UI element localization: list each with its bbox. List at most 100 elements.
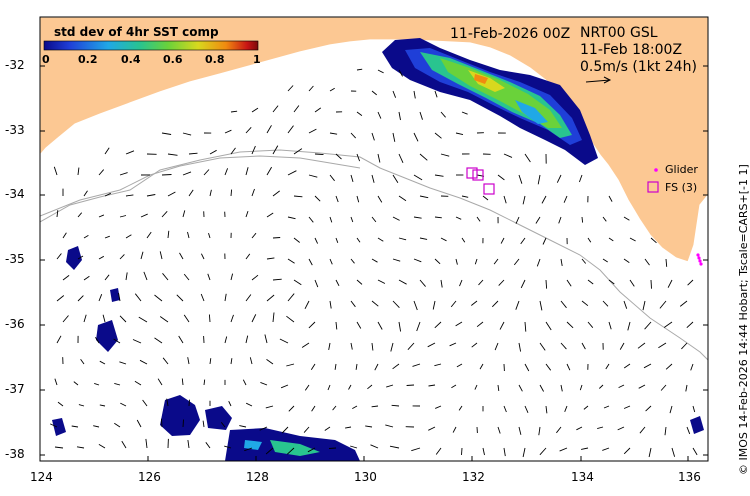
- current-vector: [230, 273, 234, 281]
- current-vector: [50, 423, 58, 428]
- current-vector: [245, 210, 249, 218]
- current-vector: [398, 321, 402, 332]
- current-vector: [370, 444, 379, 449]
- current-vector: [392, 90, 397, 98]
- current-vector: [598, 384, 604, 389]
- current-vector: [392, 216, 400, 221]
- current-vector: [503, 405, 507, 413]
- current-vector: [643, 363, 652, 369]
- current-vector: [623, 258, 630, 263]
- current-vector: [293, 105, 300, 113]
- fs-marker: [472, 169, 484, 181]
- current-vector: [179, 252, 184, 260]
- glider-legend-label: Glider: [665, 163, 698, 176]
- current-vector: [535, 216, 541, 224]
- current-vector: [99, 404, 106, 407]
- current-vector: [515, 300, 520, 310]
- current-vector: [428, 384, 436, 387]
- current-vector: [618, 384, 625, 389]
- current-vector: [167, 230, 170, 239]
- current-vector: [623, 300, 628, 309]
- current-vector: [660, 384, 667, 391]
- current-vector: [94, 382, 100, 386]
- current-vector: [356, 68, 363, 71]
- current-vector: [119, 215, 127, 218]
- current-vector: [560, 384, 563, 392]
- current-vector: [154, 337, 163, 344]
- current-vector: [576, 426, 583, 431]
- current-vector: [623, 447, 631, 455]
- current-vector: [623, 363, 631, 369]
- current-vector: [181, 378, 184, 386]
- current-vector: [125, 234, 132, 239]
- current-vector: [371, 90, 377, 96]
- current-vector: [432, 300, 436, 310]
- current-vector: [371, 342, 374, 351]
- current-vector: [679, 300, 688, 307]
- current-vector: [120, 402, 127, 407]
- current-vector: [602, 300, 609, 307]
- x-tick-label: 124: [30, 470, 53, 484]
- current-vector: [556, 174, 562, 183]
- current-vector: [279, 338, 289, 344]
- current-vector: [167, 153, 178, 156]
- current-vector: [157, 378, 163, 386]
- current-vector: [329, 216, 333, 223]
- current-vector: [183, 314, 190, 323]
- current-vector: [138, 316, 148, 323]
- current-vector: [461, 447, 463, 456]
- current-vector: [434, 216, 442, 219]
- current-vector: [564, 405, 568, 412]
- x-tick-marks: [39, 456, 689, 461]
- current-vector: [71, 425, 79, 428]
- current-vector: [280, 384, 289, 389]
- current-vector: [367, 384, 373, 390]
- current-vector: [77, 212, 83, 218]
- current-vector: [287, 216, 296, 220]
- current-vector: [287, 258, 295, 264]
- current-vector: [125, 272, 128, 281]
- current-vector: [329, 174, 335, 182]
- current-vector: [497, 384, 500, 391]
- current-vector: [645, 405, 652, 412]
- current-vector: [314, 237, 319, 244]
- current-vector: [245, 253, 251, 260]
- current-vector: [134, 293, 142, 302]
- current-vector: [251, 145, 256, 155]
- current-vector: [121, 440, 127, 449]
- current-vector: [608, 321, 612, 330]
- current-vector: [251, 232, 257, 239]
- current-vector: [56, 210, 59, 218]
- current-vector: [539, 447, 547, 456]
- current-vector: [664, 426, 667, 436]
- current-vector: [461, 111, 468, 115]
- current-vector: [398, 237, 407, 241]
- current-vector: [335, 279, 340, 287]
- current-vector: [314, 195, 321, 202]
- current-vector: [558, 216, 562, 224]
- current-vector: [350, 216, 354, 223]
- current-vector: [435, 447, 442, 455]
- current-vector: [461, 237, 466, 243]
- current-vector: [251, 107, 259, 113]
- current-vector: [264, 334, 268, 344]
- current-vector: [311, 405, 316, 412]
- current-vector: [329, 258, 333, 265]
- current-vector: [690, 363, 694, 371]
- current-vector: [56, 335, 62, 344]
- current-vector: [272, 190, 280, 197]
- current-vector: [608, 279, 615, 285]
- current-vector: [434, 132, 442, 139]
- colorbar-title: std dev of 4hr SST comp: [54, 25, 219, 39]
- current-vector: [166, 398, 169, 407]
- current-vector: [62, 315, 69, 323]
- current-vector: [398, 111, 401, 121]
- current-vector: [119, 172, 128, 176]
- current-vector: [104, 274, 110, 281]
- current-vector: [476, 216, 481, 222]
- current-vector: [503, 447, 506, 457]
- current-vector: [406, 384, 415, 386]
- y-tick-label: -32: [5, 58, 25, 72]
- current-vector: [665, 363, 673, 370]
- current-vector: [249, 357, 253, 365]
